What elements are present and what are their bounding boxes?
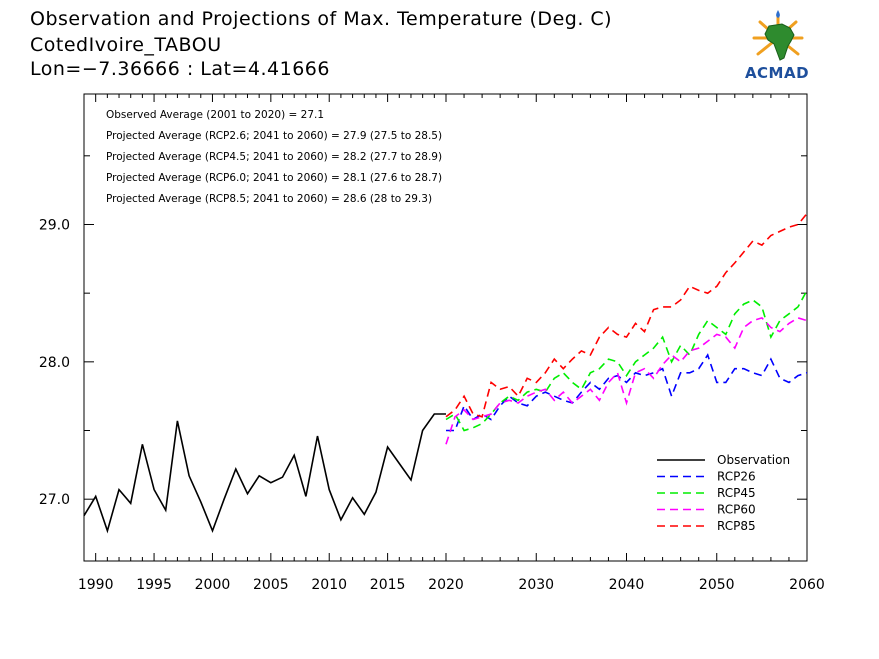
legend-label: RCP45 [717,486,756,500]
y-tick-label: 27.0 [39,492,70,508]
legend-label: Observation [717,453,790,467]
series-line-rcp85 [445,212,808,418]
chart-subtitle-station: CotedIvoire_TABOU [30,34,222,56]
x-tick-label: 2060 [789,577,825,593]
y-tick-label: 29.0 [39,217,70,233]
legend-label: RCP85 [717,519,756,533]
x-tick-label: 1995 [136,577,172,593]
x-tick-label: 2020 [428,577,464,593]
annotation-text: Projected Average (RCP8.5; 2041 to 2060)… [106,193,432,205]
x-tick-label: 2030 [518,577,554,593]
legend-label: RCP60 [717,503,756,517]
legend-label: RCP26 [717,470,756,484]
annotation-text: Observed Average (2001 to 2020) = 27.1 [106,109,324,121]
annotation-text: Projected Average (RCP4.5; 2041 to 2060)… [106,151,442,163]
x-tick-label: 1990 [78,577,114,593]
x-tick-label: 2005 [253,577,289,593]
series-line-rcp45 [445,290,808,432]
x-tick-label: 2050 [699,577,735,593]
x-tick-label: 2040 [609,577,645,593]
chart-title: Observation and Projections of Max. Temp… [30,8,613,30]
series-line-rcp26 [446,353,808,432]
annotation-text: Projected Average (RCP2.6; 2041 to 2060)… [106,130,442,142]
acmad-logo-text: ACMAD [744,64,810,82]
annotation-text: Projected Average (RCP6.0; 2041 to 2060)… [106,172,442,184]
series-line-rcp60 [445,316,808,445]
africa-map-logo-icon [752,10,804,61]
x-tick-label: 2000 [195,577,231,593]
plot-frame [83,93,808,562]
acmad-logo [738,8,818,84]
x-tick-label: 2010 [311,577,347,593]
y-tick-label: 28.0 [39,355,70,371]
series-line-observation [83,413,446,534]
chart-subtitle-coordinates: Lon=−7.36666 : Lat=4.41666 [30,58,330,80]
x-tick-label: 2015 [370,577,406,593]
